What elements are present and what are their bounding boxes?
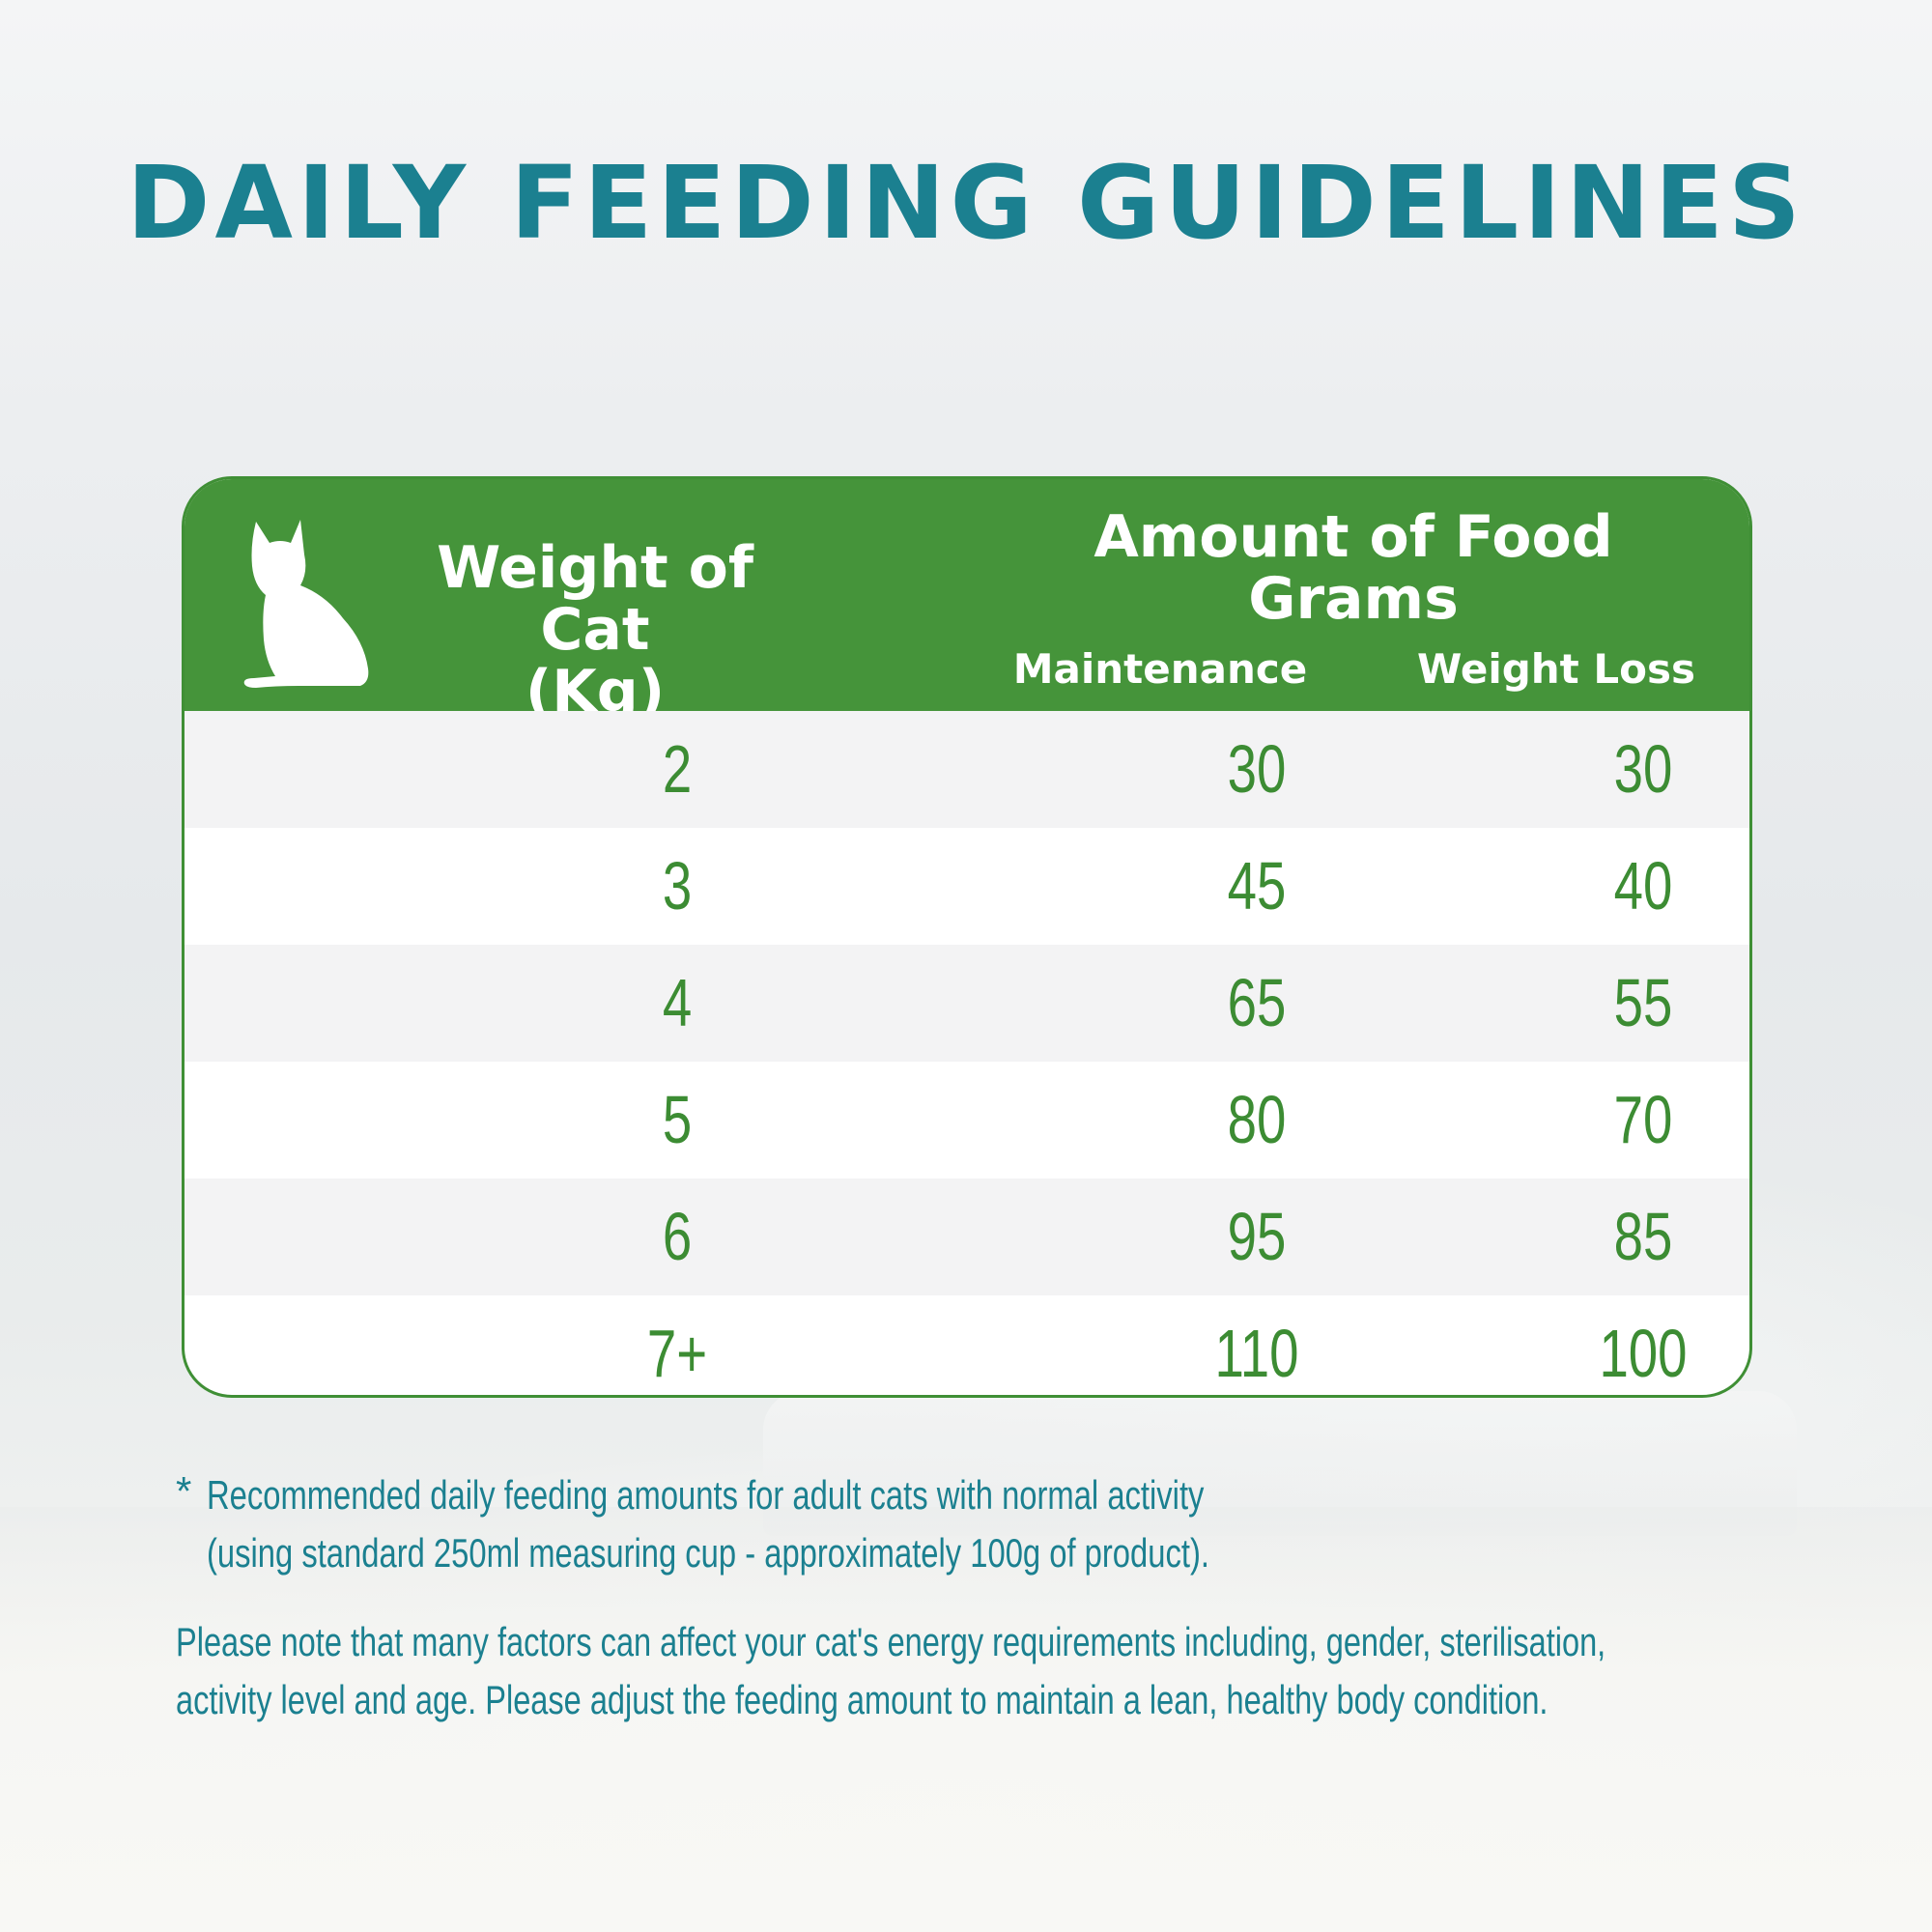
weight-cell: 2 <box>662 731 693 807</box>
maintenance-cell: 45 <box>1227 848 1287 923</box>
footnote-marker: * <box>176 1468 192 1514</box>
weight-cell: 6 <box>662 1199 693 1274</box>
table-row: 5 80 70 <box>185 1062 1749 1179</box>
feeding-table: Weight of Cat (Kg) Amount of Food Grams … <box>182 476 1752 1398</box>
weight-loss-cell: 30 <box>1613 731 1673 807</box>
weight-loss-column-header: Weight Loss <box>1417 645 1695 693</box>
background-carpet <box>0 1507 1932 1932</box>
footnote-line2: (using standard 250ml measuring cup - ap… <box>207 1530 1209 1576</box>
weight-loss-cell: 40 <box>1613 848 1673 923</box>
weight-loss-cell: 55 <box>1613 965 1673 1040</box>
maintenance-cell: 30 <box>1227 731 1287 807</box>
weight-header-line1: Weight of Cat <box>437 534 753 664</box>
table-row: 3 45 40 <box>185 828 1749 945</box>
amount-header-line1: Amount of Food <box>1094 503 1613 571</box>
table-row: 6 95 85 <box>185 1179 1749 1295</box>
footnote-line1: Recommended daily feeding amounts for ad… <box>207 1472 1205 1518</box>
maintenance-column-header: Maintenance <box>1012 645 1308 693</box>
weight-column-header: Weight of Cat (Kg) <box>378 537 812 723</box>
weight-loss-cell: 100 <box>1599 1316 1688 1391</box>
weight-cell: 3 <box>662 848 693 923</box>
maintenance-cell: 110 <box>1214 1316 1299 1391</box>
weight-cell: 5 <box>662 1082 693 1157</box>
amount-header-line2: Grams <box>1248 565 1459 633</box>
cat-silhouette-icon <box>243 520 369 688</box>
feeding-note: Please note that many factors can affect… <box>176 1613 1837 1729</box>
weight-cell: 7+ <box>646 1316 708 1391</box>
maintenance-cell: 80 <box>1227 1082 1287 1157</box>
page-title: DAILY FEEDING GUIDELINES <box>127 144 1805 262</box>
table-body: 2 30 30 3 45 40 4 65 55 5 80 70 6 95 85 … <box>185 711 1749 1395</box>
weight-cell: 4 <box>662 965 693 1040</box>
footnote-text: Recommended daily feeding amounts for ad… <box>207 1466 1442 1582</box>
table-header: Weight of Cat (Kg) Amount of Food Grams … <box>185 479 1749 723</box>
maintenance-cell: 65 <box>1227 965 1287 1040</box>
feeding-note-text: Please note that many factors can affect… <box>176 1613 1838 1729</box>
maintenance-cell: 95 <box>1227 1199 1287 1274</box>
note-line2: activity level and age. Please adjust th… <box>176 1677 1548 1722</box>
table-row: 2 30 30 <box>185 711 1749 828</box>
note-line1: Please note that many factors can affect… <box>176 1619 1606 1664</box>
weight-loss-cell: 85 <box>1613 1199 1673 1274</box>
weight-loss-cell: 70 <box>1613 1082 1673 1157</box>
amount-column-header: Amount of Food Grams <box>1015 506 1691 630</box>
table-row: 7+ 110 100 <box>185 1295 1749 1395</box>
table-row: 4 65 55 <box>185 945 1749 1062</box>
